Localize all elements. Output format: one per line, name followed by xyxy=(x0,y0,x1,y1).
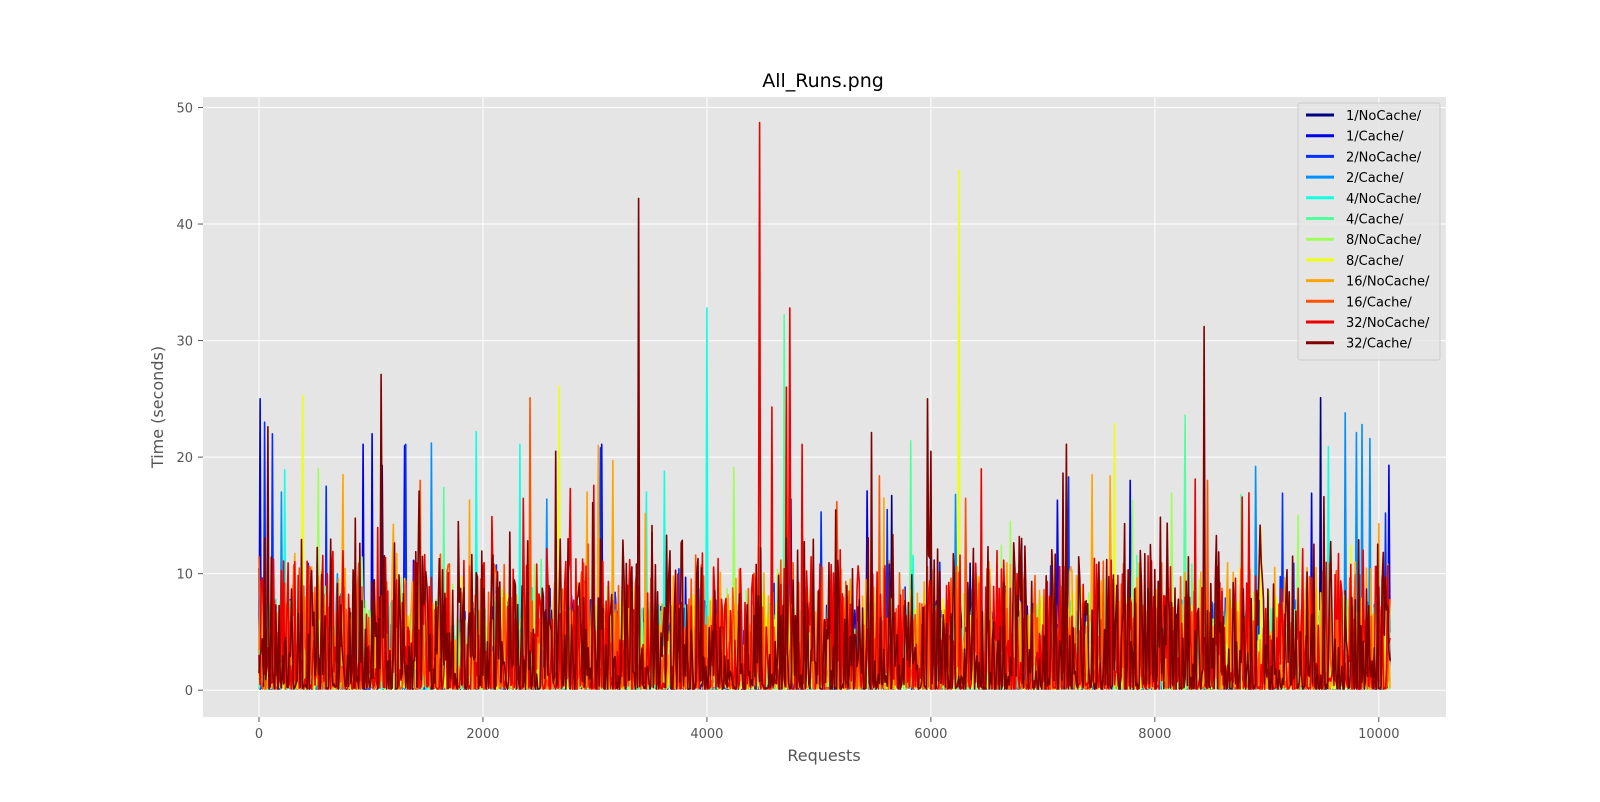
legend-label: 4/Cache/ xyxy=(1346,213,1404,228)
y-tick-label: 30 xyxy=(176,335,193,350)
legend-label: 1/NoCache/ xyxy=(1346,109,1422,124)
legend-label: 16/NoCache/ xyxy=(1346,275,1430,290)
x-axis-label: Requests xyxy=(787,746,860,765)
legend-label: 1/Cache/ xyxy=(1346,130,1404,145)
legend-label: 8/NoCache/ xyxy=(1346,233,1422,248)
legend-label: 8/Cache/ xyxy=(1346,254,1404,269)
x-tick-label: 8000 xyxy=(1138,727,1171,742)
y-tick-label: 50 xyxy=(176,101,193,116)
legend: 1/NoCache/1/Cache/2/NoCache/2/Cache/4/No… xyxy=(1297,102,1441,361)
x-tick-label: 6000 xyxy=(914,727,947,742)
legend-label: 32/Cache/ xyxy=(1346,337,1412,352)
y-tick-labels: 0 10 20 30 40 50 xyxy=(176,101,203,699)
x-tick-labels: 0 2000 4000 6000 8000 10000 xyxy=(255,717,1399,742)
legend-label: 2/NoCache/ xyxy=(1346,150,1422,165)
y-axis-label: Time (seconds) xyxy=(148,346,167,469)
x-tick-label: 4000 xyxy=(690,727,723,742)
series-lines xyxy=(258,121,1391,690)
legend-label: 2/Cache/ xyxy=(1346,171,1404,186)
x-tick-label: 0 xyxy=(255,727,263,742)
legend-label: 32/NoCache/ xyxy=(1346,316,1430,331)
legend-label: 16/Cache/ xyxy=(1346,295,1412,310)
y-tick-label: 20 xyxy=(176,451,193,466)
y-tick-label: 40 xyxy=(176,218,193,233)
y-tick-label: 10 xyxy=(176,568,193,583)
x-tick-label: 2000 xyxy=(466,727,499,742)
series-line-12 xyxy=(258,197,1391,690)
chart-title: All_Runs.png xyxy=(762,70,884,92)
y-tick-label: 0 xyxy=(185,684,193,699)
legend-box xyxy=(1297,102,1441,361)
x-tick-label: 10000 xyxy=(1358,727,1399,742)
legend-label: 4/NoCache/ xyxy=(1346,192,1422,207)
